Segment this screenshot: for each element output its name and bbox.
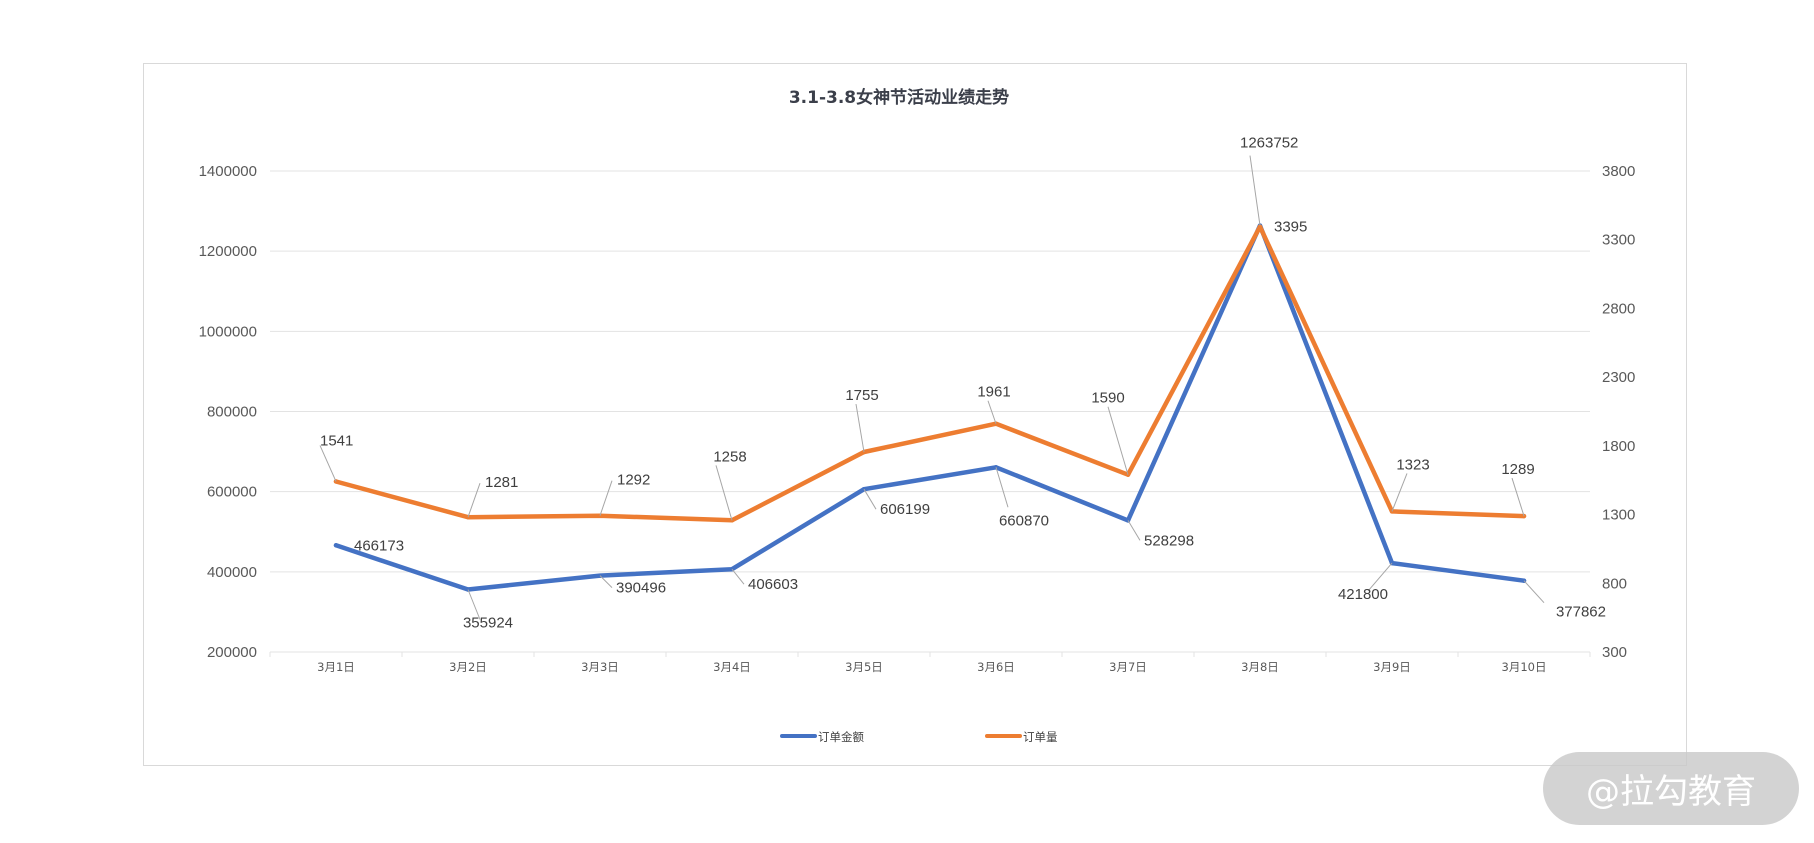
y-right-tick-label: 1300 <box>1602 507 1635 524</box>
data-point <box>1257 224 1263 229</box>
data-label: 528298 <box>1144 532 1194 549</box>
data-label: 466173 <box>354 537 404 554</box>
data-label: 1289 <box>1501 461 1534 478</box>
x-tick-label: 3月1日 <box>317 660 355 674</box>
chart-title: 3.1-3.8女神节活动业绩走势 <box>789 87 1009 108</box>
leader-line <box>467 483 481 518</box>
x-tick-label: 3月3日 <box>581 660 619 674</box>
data-label: 1263752 <box>1240 135 1298 152</box>
x-tick-label: 3月4日 <box>713 660 751 674</box>
y-right-tick-label: 1800 <box>1602 438 1635 455</box>
leader-line <box>863 488 877 510</box>
leader-line <box>731 568 745 585</box>
data-point <box>861 486 867 492</box>
leader-line <box>715 465 733 521</box>
series-line-order-amount <box>333 223 1527 592</box>
y-left-tick-label: 600000 <box>207 484 257 501</box>
y-left-tick-label: 400000 <box>207 564 257 581</box>
data-label: 1323 <box>1396 456 1429 473</box>
watermark-logo: @拉勾教育 <box>1543 752 1799 825</box>
x-tick-label: 3月8日 <box>1241 660 1279 674</box>
leader-line <box>467 589 481 620</box>
x-tick-label: 3月5日 <box>845 660 883 674</box>
leader-line <box>1249 155 1261 226</box>
data-label: 1755 <box>845 387 878 404</box>
x-tick-label: 3月2日 <box>449 660 487 674</box>
data-label: 1590 <box>1091 390 1124 407</box>
data-label: 660870 <box>999 512 1049 529</box>
y-left-tick-label: 800000 <box>207 404 257 421</box>
data-label: 390496 <box>616 580 666 597</box>
y-right-tick-label: 3800 <box>1602 163 1635 180</box>
y-left-tick-label: 1200000 <box>199 243 257 260</box>
leader-line <box>1523 580 1545 604</box>
y-right-tick-label: 300 <box>1602 644 1627 661</box>
y-right-tick-label: 2800 <box>1602 300 1635 317</box>
x-tick-label: 3月6日 <box>977 660 1015 674</box>
y-right-tick-label: 3300 <box>1602 232 1635 249</box>
data-label: 406603 <box>748 576 798 593</box>
legend-label: 订单金额 <box>818 730 864 744</box>
data-point <box>333 543 339 548</box>
data-label: 3395 <box>1274 219 1307 236</box>
leader-line <box>1367 562 1393 592</box>
y-left-tick-label: 1000000 <box>199 323 257 340</box>
data-label: 1292 <box>617 472 650 489</box>
leader-line <box>1391 473 1408 512</box>
data-label: 355924 <box>463 615 513 632</box>
data-label: 1258 <box>713 448 746 465</box>
leader-line <box>855 403 865 453</box>
data-label: 606199 <box>880 501 930 518</box>
leader-line <box>1511 477 1525 517</box>
x-tick-label: 3月9日 <box>1373 660 1411 674</box>
chart-svg: 3.1-3.8女神节活动业绩走势 200000 400000 600000 80000… <box>199 87 1636 744</box>
data-label: 1541 <box>320 432 353 449</box>
legend-label: 订单量 <box>1023 730 1058 744</box>
series-line-order-count <box>333 224 1527 523</box>
leader-line <box>1127 520 1141 541</box>
leader-line <box>1107 406 1129 475</box>
data-label: 377862 <box>1556 604 1606 621</box>
leader-line <box>987 400 997 424</box>
leader-line <box>995 467 1009 508</box>
y-left-tick-label: 200000 <box>207 644 257 661</box>
y-right-tick-label: 800 <box>1602 575 1627 592</box>
chart-area: 3.1-3.8女神节活动业绩走势 200000 400000 600000 80000… <box>143 63 1687 766</box>
leader-line <box>599 575 613 588</box>
y-left-tick-label: 1400000 <box>199 163 257 180</box>
data-label: 421800 <box>1338 586 1388 603</box>
data-label: 1281 <box>485 474 518 491</box>
x-tick-label: 3月7日 <box>1109 660 1147 674</box>
leader-line <box>319 445 337 482</box>
data-label: 1961 <box>977 384 1010 401</box>
leader-line <box>599 480 613 516</box>
x-tick-label: 3月10日 <box>1502 660 1547 674</box>
y-right-tick-label: 2300 <box>1602 369 1635 386</box>
